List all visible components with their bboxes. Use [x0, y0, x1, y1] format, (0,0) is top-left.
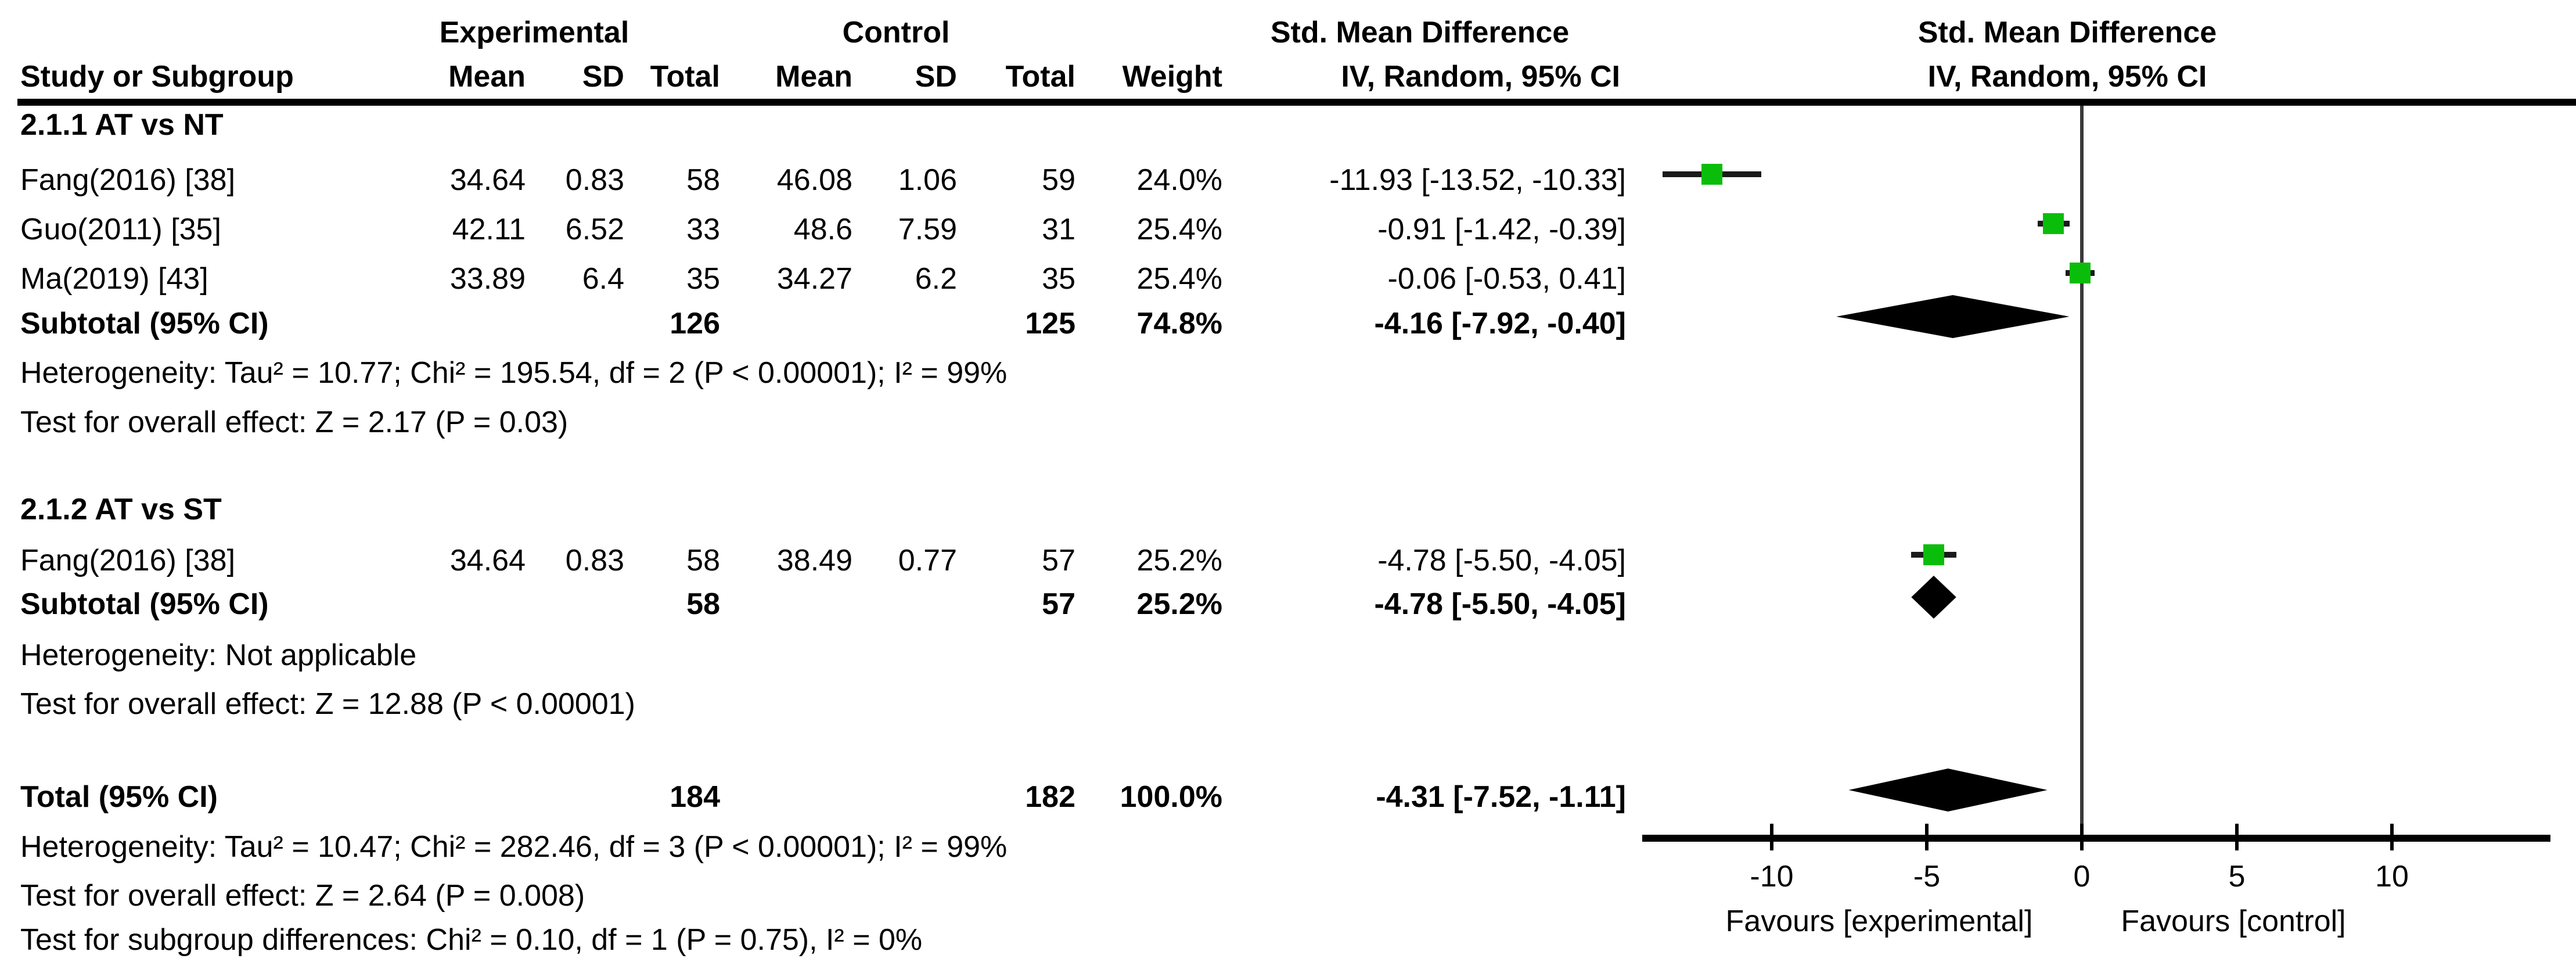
cell-total_e: 126 — [670, 307, 720, 340]
subtotal-label: Subtotal (95% CI) — [20, 587, 269, 621]
header-col-sd-ctl: SD — [915, 60, 957, 94]
cell-sd_c: 6.2 — [915, 262, 957, 296]
cell-sd_e: 0.83 — [565, 544, 624, 577]
x-axis-tick — [2235, 824, 2239, 850]
subgroup-title: 2.1.1 AT vs NT — [20, 108, 224, 142]
x-axis-line — [1642, 835, 2550, 842]
header-col-mean-ctl: Mean — [775, 60, 852, 94]
header-col-total-exp: Total — [650, 60, 720, 94]
study-label: Guo(2011) [35] — [20, 213, 221, 246]
footer-stat-line: Test for subgroup differences: Chi² = 0.… — [20, 923, 923, 957]
header-col-mean-exp: Mean — [448, 60, 526, 94]
cell-total_c: 57 — [1042, 587, 1075, 621]
cell-weight: 25.4% — [1136, 262, 1222, 296]
cell-ci-text: -0.06 [-0.53, 0.41] — [1387, 262, 1627, 296]
cell-weight: 25.4% — [1136, 213, 1222, 246]
cell-mean_e: 34.64 — [449, 163, 526, 197]
study-label: Fang(2016) [38] — [20, 163, 236, 197]
cell-mean_c: 34.27 — [776, 262, 852, 296]
x-axis-tick-label: -5 — [1913, 860, 1941, 893]
zero-effect-line — [2080, 106, 2084, 842]
cell-sd_c: 0.77 — [898, 544, 957, 577]
cell-weight: 25.2% — [1136, 587, 1222, 621]
pooled-diamond — [1848, 769, 2048, 812]
overall-effect-line: Test for overall effect: Z = 2.17 (P = 0… — [20, 405, 569, 439]
footer-stat-line: Heterogeneity: Tau² = 10.47; Chi² = 282.… — [20, 830, 1008, 864]
cell-ci-text: -4.78 [-5.50, -4.05] — [1374, 587, 1626, 621]
x-axis-tick-label: 10 — [2375, 860, 2409, 893]
cell-weight: 74.8% — [1136, 307, 1222, 340]
header-col-total-ctl: Total — [1005, 60, 1075, 94]
cell-ci-text: -11.93 [-13.52, -10.33] — [1329, 163, 1626, 197]
x-axis-tick — [1770, 824, 1773, 850]
cell-total_e: 58 — [686, 587, 720, 621]
cell-sd_e: 0.83 — [565, 163, 624, 197]
header-col-sd-exp: SD — [582, 60, 624, 94]
cell-sd_c: 1.06 — [898, 163, 957, 197]
header-col-weight: Weight — [1122, 60, 1222, 94]
cell-mean_c: 38.49 — [776, 544, 852, 577]
header-effect-measure-plot: Std. Mean Difference — [1917, 16, 2217, 49]
effect-marker-square — [2043, 213, 2064, 234]
total-label: Total (95% CI) — [20, 780, 218, 814]
header-divider-rule — [17, 99, 2576, 106]
cell-total_c: 125 — [1025, 307, 1075, 340]
heterogeneity-line: Heterogeneity: Not applicable — [20, 638, 417, 672]
x-axis-tick — [1925, 824, 1929, 850]
cell-total_c: 57 — [1042, 544, 1075, 577]
cell-ci-text: -4.16 [-7.92, -0.40] — [1374, 307, 1626, 340]
cell-total_e: 184 — [670, 780, 720, 814]
cell-total_e: 35 — [686, 262, 720, 296]
study-label: Fang(2016) [38] — [20, 544, 236, 577]
x-axis-tick-label: 5 — [2228, 860, 2246, 893]
x-axis-tick-label: -10 — [1750, 860, 1794, 893]
cell-sd_e: 6.52 — [565, 213, 624, 246]
cell-total_c: 31 — [1042, 213, 1075, 246]
x-axis-tick — [2390, 824, 2394, 850]
pooled-diamond — [1911, 576, 1956, 619]
x-axis-tick — [2080, 824, 2084, 850]
cell-ci-text: -4.31 [-7.52, -1.11] — [1376, 780, 1626, 814]
overall-effect-line: Test for overall effect: Z = 12.88 (P < … — [20, 687, 635, 721]
header-effect-measure-left: Std. Mean Difference — [1270, 16, 1570, 49]
cell-ci-text: -0.91 [-1.42, -0.39] — [1377, 213, 1626, 246]
effect-marker-square — [1701, 164, 1722, 185]
cell-total_c: 35 — [1042, 262, 1075, 296]
cell-weight: 25.2% — [1136, 544, 1222, 577]
cell-sd_c: 7.59 — [898, 213, 957, 246]
cell-mean_e: 42.11 — [452, 213, 526, 246]
pooled-diamond — [1836, 295, 2070, 338]
study-label: Ma(2019) [43] — [20, 262, 208, 296]
cell-mean_e: 34.64 — [449, 544, 526, 577]
header-col-method-left: IV, Random, 95% CI — [1341, 60, 1620, 94]
cell-mean_e: 33.89 — [449, 262, 526, 296]
header-col-method-plot: IV, Random, 95% CI — [1927, 60, 2207, 94]
cell-weight: 100.0% — [1120, 780, 1222, 814]
header-group-experimental: Experimental — [439, 16, 629, 49]
header-col-study: Study or Subgroup — [20, 60, 294, 94]
effect-marker-square — [2069, 263, 2091, 283]
cell-total_e: 33 — [686, 213, 720, 246]
favours-right-label: Favours [control] — [2121, 904, 2346, 938]
subgroup-title: 2.1.2 AT vs ST — [20, 493, 222, 526]
effect-marker-square — [1923, 544, 1944, 565]
cell-mean_c: 48.6 — [793, 213, 852, 246]
cell-mean_c: 46.08 — [776, 163, 852, 197]
cell-total_e: 58 — [686, 544, 720, 577]
subtotal-label: Subtotal (95% CI) — [20, 307, 269, 340]
favours-left-label: Favours [experimental] — [1725, 904, 2033, 938]
cell-total_e: 58 — [686, 163, 720, 197]
cell-sd_e: 6.4 — [582, 262, 624, 296]
header-group-control: Control — [842, 16, 950, 49]
cell-total_c: 59 — [1042, 163, 1075, 197]
cell-weight: 24.0% — [1136, 163, 1222, 197]
x-axis-tick-label: 0 — [2073, 860, 2091, 893]
footer-stat-line: Test for overall effect: Z = 2.64 (P = 0… — [20, 879, 585, 913]
heterogeneity-line: Heterogeneity: Tau² = 10.77; Chi² = 195.… — [20, 356, 1008, 390]
cell-ci-text: -4.78 [-5.50, -4.05] — [1377, 544, 1626, 577]
cell-total_c: 182 — [1025, 780, 1075, 814]
